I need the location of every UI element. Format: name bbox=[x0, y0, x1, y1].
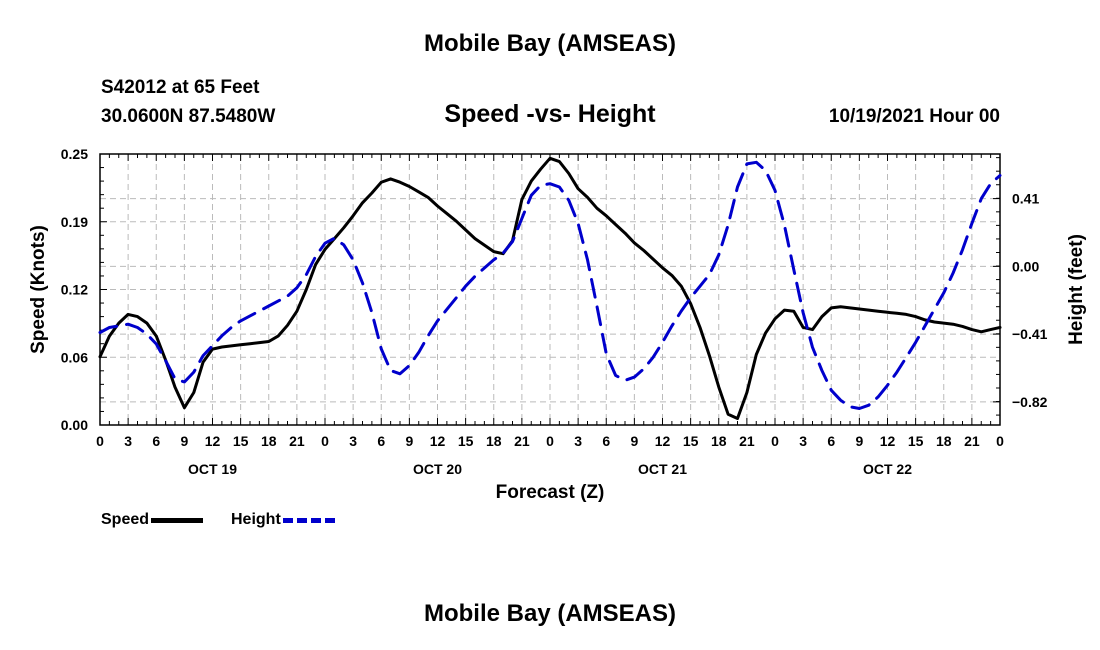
x-tick-label: 18 bbox=[711, 433, 727, 449]
x-tick-label: 12 bbox=[430, 433, 446, 449]
y-axis-label-left: Speed (Knots) bbox=[28, 225, 49, 354]
x-axis-label: Forecast (Z) bbox=[495, 482, 605, 503]
y-axis-label-right: Height (feet) bbox=[1066, 234, 1087, 345]
legend-speed-label: Speed bbox=[101, 511, 150, 528]
station-coordinates: 30.0600N 87.5480W bbox=[101, 106, 276, 127]
x-tick-label: 6 bbox=[152, 433, 160, 449]
y-tick-label-right: −0.41 bbox=[1012, 326, 1048, 342]
x-tick-label: 15 bbox=[233, 433, 249, 449]
x-day-label: OCT 20 bbox=[413, 461, 462, 477]
x-tick-label: 15 bbox=[458, 433, 474, 449]
x-tick-label: 21 bbox=[514, 433, 530, 449]
legend-speed: Speed bbox=[101, 509, 204, 531]
x-tick-label: 3 bbox=[574, 433, 582, 449]
x-tick-label: 15 bbox=[908, 433, 924, 449]
x-tick-label: 0 bbox=[321, 433, 329, 449]
x-tick-label: 9 bbox=[180, 433, 188, 449]
x-tick-label: 9 bbox=[630, 433, 638, 449]
x-tick-label: 18 bbox=[261, 433, 277, 449]
x-tick-label: 0 bbox=[996, 433, 1004, 449]
series-line-speed bbox=[98, 156, 1002, 420]
x-tick-label: 6 bbox=[602, 433, 610, 449]
x-tick-label: 6 bbox=[377, 433, 385, 449]
footer-title: Mobile Bay (AMSEAS) bbox=[423, 600, 677, 627]
y-tick-label-left: 0.19 bbox=[61, 214, 88, 230]
y-tick-label-right: 0.41 bbox=[1012, 191, 1039, 207]
legend-height-label: Height bbox=[231, 511, 281, 528]
page-title: Mobile Bay (AMSEAS) bbox=[423, 30, 677, 57]
x-tick-label: 21 bbox=[289, 433, 305, 449]
chart-title: Speed -vs- Height bbox=[444, 100, 656, 128]
y-tick-label-left: 0.00 bbox=[61, 417, 88, 433]
x-tick-label: 0 bbox=[771, 433, 779, 449]
x-tick-label: 21 bbox=[964, 433, 980, 449]
x-tick-label: 9 bbox=[855, 433, 863, 449]
y-tick-label-left: 0.12 bbox=[61, 282, 88, 298]
legend-speed-swatch bbox=[151, 517, 204, 523]
legend-height: Height bbox=[231, 509, 335, 531]
x-tick-label: 3 bbox=[799, 433, 807, 449]
y-tick-label-right: −0.82 bbox=[1012, 394, 1048, 410]
station-label: S42012 at 65 Feet bbox=[101, 77, 260, 98]
y-tick-label-left: 0.25 bbox=[61, 146, 88, 162]
y-tick-label-right: 0.00 bbox=[1012, 258, 1039, 274]
x-day-label: OCT 19 bbox=[188, 461, 237, 477]
x-tick-label: 3 bbox=[349, 433, 357, 449]
x-tick-label: 21 bbox=[739, 433, 755, 449]
x-tick-label: 0 bbox=[96, 433, 104, 449]
legend-height-swatch bbox=[282, 517, 335, 523]
x-day-label: OCT 22 bbox=[863, 461, 912, 477]
x-tick-label: 3 bbox=[124, 433, 132, 449]
x-tick-label: 18 bbox=[936, 433, 952, 449]
valid-time: 10/19/2021 Hour 00 bbox=[828, 106, 1000, 127]
x-tick-label: 12 bbox=[655, 433, 671, 449]
x-day-label: OCT 21 bbox=[638, 461, 687, 477]
x-tick-label: 12 bbox=[205, 433, 221, 449]
x-tick-label: 6 bbox=[827, 433, 835, 449]
series-line-height bbox=[98, 160, 1002, 410]
x-tick-label: 18 bbox=[486, 433, 502, 449]
x-tick-label: 12 bbox=[880, 433, 896, 449]
x-tick-label: 9 bbox=[405, 433, 413, 449]
x-tick-label: 15 bbox=[683, 433, 699, 449]
x-tick-label: 0 bbox=[546, 433, 554, 449]
y-tick-label-left: 0.06 bbox=[61, 349, 88, 365]
